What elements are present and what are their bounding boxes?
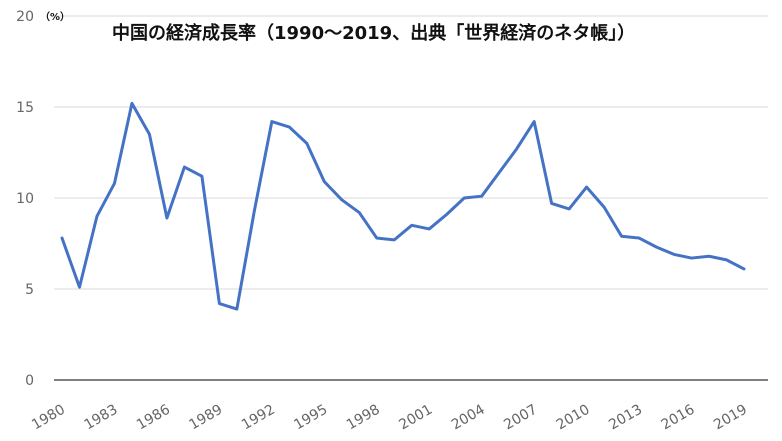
data-point xyxy=(95,215,98,218)
y-tick-label: 15 xyxy=(16,100,34,116)
data-point xyxy=(235,308,238,311)
x-tick-label: 1983 xyxy=(82,402,121,434)
series-layer xyxy=(60,101,746,311)
data-point xyxy=(130,102,133,105)
data-point xyxy=(655,246,658,249)
data-point xyxy=(323,180,326,183)
x-tick-label: 1986 xyxy=(134,402,173,434)
data-point xyxy=(200,175,203,178)
data-point xyxy=(288,126,291,129)
x-tick-label: 2001 xyxy=(396,402,435,434)
x-tick-label: 1992 xyxy=(239,402,278,434)
data-point xyxy=(638,237,641,240)
data-point xyxy=(78,286,81,289)
data-point xyxy=(61,237,64,240)
data-point xyxy=(165,217,168,220)
data-point xyxy=(358,211,361,214)
data-point xyxy=(375,237,378,240)
data-point xyxy=(445,213,448,216)
x-tick-label: 2007 xyxy=(501,402,540,434)
chart-title: 中国の経済成長率（1990～2019、出典「世界経済のネタ帳」） xyxy=(112,22,635,44)
x-tick-label: 2019 xyxy=(711,402,750,434)
data-point xyxy=(393,238,396,241)
data-point xyxy=(690,257,693,260)
y-tick-label: 0 xyxy=(25,373,34,389)
y-tick-label: 5 xyxy=(25,282,34,298)
data-point xyxy=(183,166,186,169)
x-tick-label: 2016 xyxy=(659,402,698,434)
y-axis-unit-label: （%） xyxy=(40,10,70,23)
x-tick-label: 2010 xyxy=(554,402,593,434)
data-point xyxy=(480,195,483,198)
x-tick-label: 1989 xyxy=(187,402,226,434)
x-tick-label: 2004 xyxy=(449,402,488,434)
series-line xyxy=(60,101,746,311)
data-point xyxy=(620,235,623,238)
data-point xyxy=(603,206,606,209)
data-point xyxy=(725,258,728,261)
x-tick-label: 2013 xyxy=(606,402,645,434)
data-point xyxy=(340,198,343,201)
data-point xyxy=(708,255,711,258)
data-point xyxy=(410,224,413,227)
y-tick-label: 10 xyxy=(16,191,34,207)
data-point xyxy=(270,120,273,123)
data-point xyxy=(463,197,466,200)
x-tick-label: 1980 xyxy=(29,402,68,434)
data-point xyxy=(253,209,256,212)
data-point xyxy=(568,207,571,210)
data-point xyxy=(218,302,221,305)
data-point xyxy=(515,147,518,150)
data-point xyxy=(428,227,431,230)
data-point xyxy=(498,171,501,174)
data-point xyxy=(113,182,116,185)
data-point xyxy=(533,120,536,123)
data-point xyxy=(743,267,746,270)
data-point xyxy=(305,142,308,145)
data-point xyxy=(585,186,588,189)
x-tick-label: 1995 xyxy=(291,402,330,434)
data-point xyxy=(673,253,676,256)
y-tick-label: 20 xyxy=(16,9,34,25)
data-point xyxy=(148,133,151,136)
data-point xyxy=(550,202,553,205)
x-tick-label: 1998 xyxy=(344,402,383,434)
labels: 0 5 10 15 20 1980 1983 1986 1989 1992 1995 1998 2001… xyxy=(16,9,750,433)
